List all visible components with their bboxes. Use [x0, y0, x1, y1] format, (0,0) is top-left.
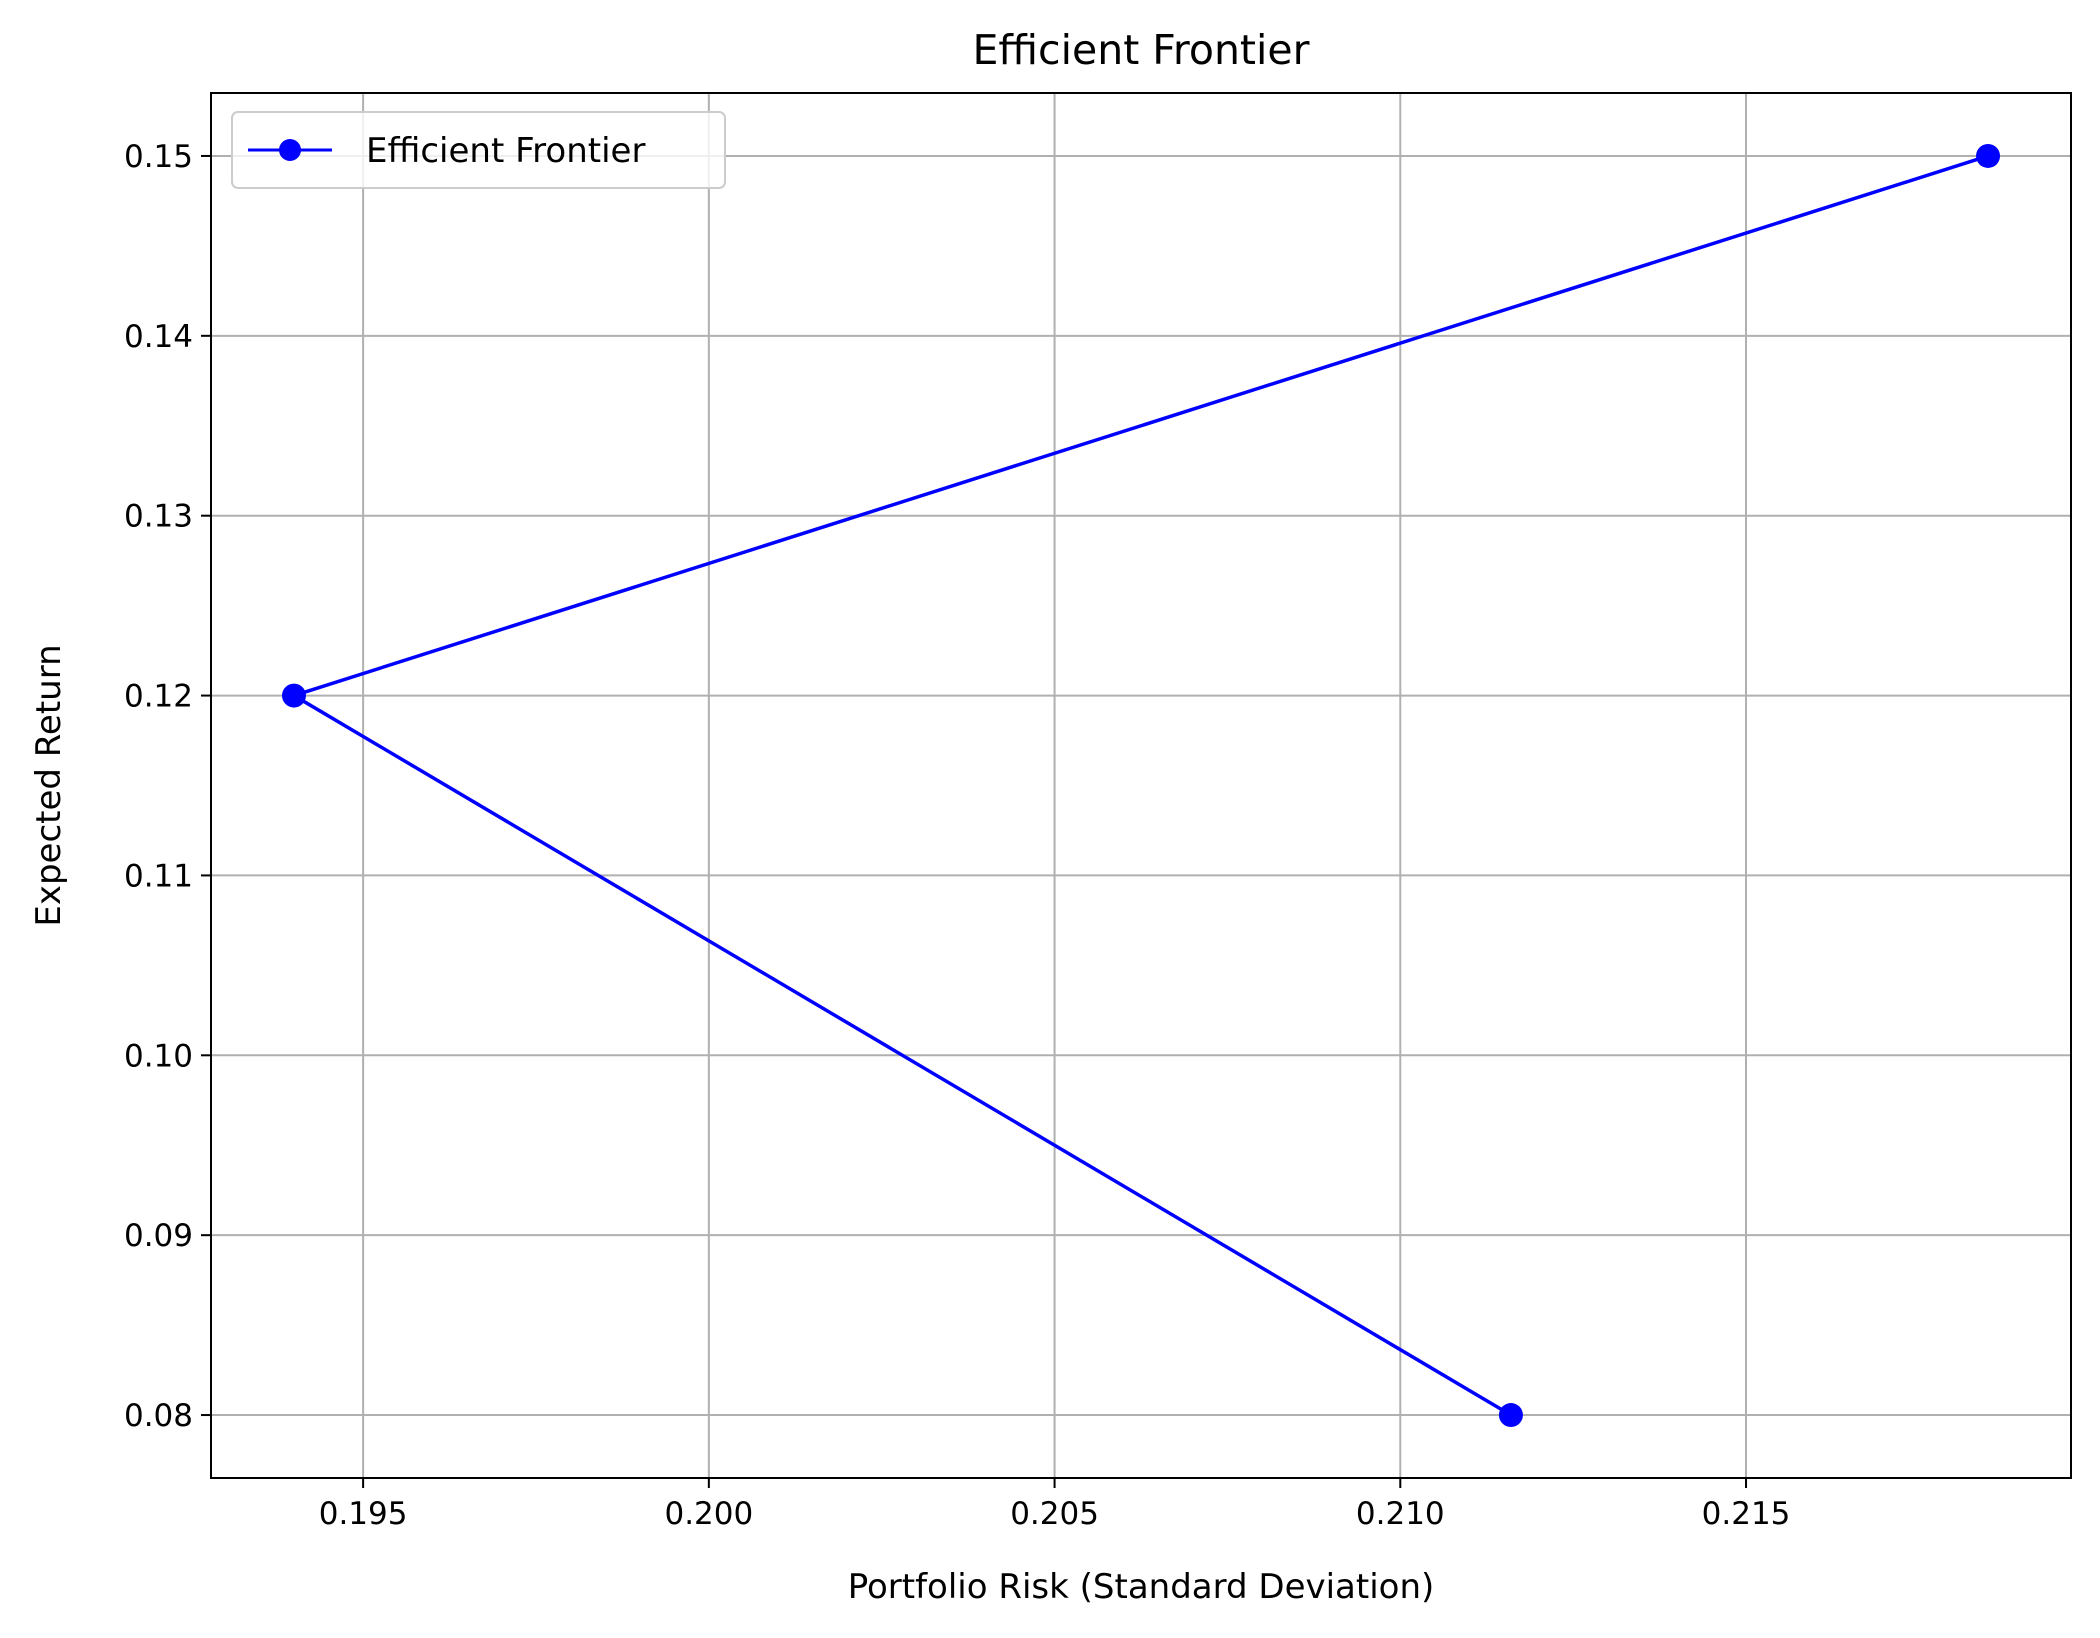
x-tick-label: 0.195 [319, 1496, 408, 1532]
y-tick-label: 0.15 [124, 139, 193, 175]
axis-ticks: 0.195 0.200 0.205 0.210 0.215 0.08 0.09 0.10 0.1… [124, 139, 1790, 1532]
data-point [1976, 143, 2001, 168]
y-tick-label: 0.10 [124, 1038, 193, 1074]
x-tick-label: 0.200 [664, 1496, 753, 1532]
y-tick-label: 0.09 [124, 1218, 193, 1254]
legend: Efficient Frontier [231, 111, 726, 189]
x-axis-label: Portfolio Risk (Standard Deviation) [848, 1567, 1435, 1607]
series-layer [281, 143, 2001, 1428]
x-tick-label: 0.215 [1702, 1496, 1791, 1532]
legend-marker-swatch [279, 139, 301, 161]
y-tick-label: 0.14 [124, 319, 193, 355]
y-tick-label: 0.08 [124, 1398, 193, 1434]
y-tick-label: 0.11 [124, 858, 193, 894]
grid-lines [211, 93, 2071, 1478]
chart-title: Efficient Frontier [973, 26, 1310, 74]
y-axis-label: Expected Return [29, 644, 69, 926]
plot-area-frame [210, 92, 2072, 1479]
legend-box [231, 111, 726, 189]
y-tick-label: 0.13 [124, 499, 193, 535]
x-tick-label: 0.205 [1010, 1496, 1099, 1532]
x-tick-label: 0.210 [1356, 1496, 1445, 1532]
data-point [281, 683, 306, 708]
y-tick-label: 0.12 [124, 679, 193, 715]
data-point [1498, 1403, 1523, 1428]
legend-entry-efficient-frontier: Efficient Frontier [366, 131, 645, 171]
